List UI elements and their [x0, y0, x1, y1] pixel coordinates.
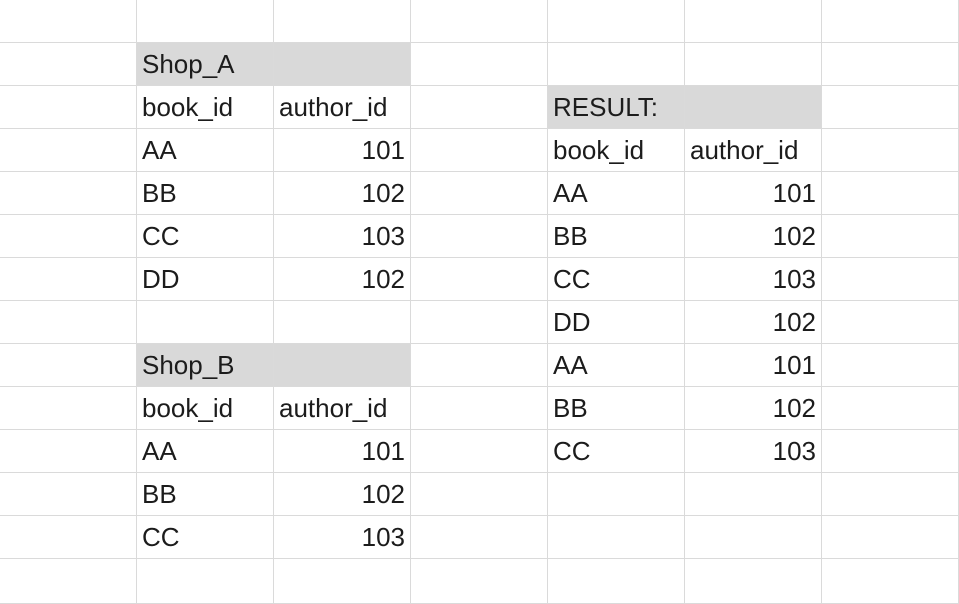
empty-cell[interactable]	[411, 86, 548, 129]
shop-a-book-id-cell[interactable]: BB	[137, 172, 274, 215]
empty-cell[interactable]	[548, 43, 685, 86]
empty-cell[interactable]	[411, 301, 548, 344]
empty-cell[interactable]	[822, 215, 959, 258]
shop-b-book-id-cell[interactable]: AA	[137, 430, 274, 473]
result-book-id-cell[interactable]: AA	[548, 344, 685, 387]
shop-b-column-header-author-id[interactable]: author_id	[274, 387, 411, 430]
empty-cell[interactable]	[0, 43, 137, 86]
empty-cell[interactable]	[411, 129, 548, 172]
result-column-header-author-id[interactable]: author_id	[685, 129, 822, 172]
empty-cell[interactable]	[411, 430, 548, 473]
result-book-id-cell[interactable]: BB	[548, 387, 685, 430]
shop-b-author-id-cell[interactable]: 103	[274, 516, 411, 559]
empty-cell[interactable]	[274, 559, 411, 604]
result-author-id-cell[interactable]: 101	[685, 344, 822, 387]
empty-cell[interactable]	[411, 559, 548, 604]
empty-cell[interactable]	[0, 516, 137, 559]
empty-cell[interactable]	[137, 301, 274, 344]
result-book-id-cell[interactable]: BB	[548, 215, 685, 258]
shop-b-title-fill-cell[interactable]	[274, 344, 411, 387]
empty-cell[interactable]	[0, 258, 137, 301]
shop-a-book-id-cell[interactable]: DD	[137, 258, 274, 301]
empty-cell[interactable]	[685, 559, 822, 604]
empty-cell[interactable]	[822, 172, 959, 215]
empty-cell[interactable]	[0, 301, 137, 344]
empty-cell[interactable]	[0, 215, 137, 258]
result-title-fill-cell[interactable]	[685, 86, 822, 129]
empty-cell[interactable]	[685, 473, 822, 516]
empty-cell[interactable]	[548, 559, 685, 604]
empty-cell[interactable]	[0, 387, 137, 430]
empty-cell[interactable]	[548, 473, 685, 516]
empty-cell[interactable]	[411, 258, 548, 301]
empty-cell[interactable]	[0, 473, 137, 516]
result-title-cell[interactable]: RESULT:	[548, 86, 685, 129]
empty-cell[interactable]	[411, 172, 548, 215]
result-book-id-cell[interactable]: CC	[548, 430, 685, 473]
shop-a-book-id-cell[interactable]: AA	[137, 129, 274, 172]
empty-cell[interactable]	[0, 172, 137, 215]
shop-b-book-id-cell[interactable]: CC	[137, 516, 274, 559]
empty-cell[interactable]	[822, 0, 959, 43]
empty-cell[interactable]	[685, 0, 822, 43]
empty-cell[interactable]	[0, 559, 137, 604]
shop-b-title-cell[interactable]: Shop_B	[137, 344, 274, 387]
empty-cell[interactable]	[411, 473, 548, 516]
shop-a-title-fill-cell[interactable]	[274, 43, 411, 86]
empty-cell[interactable]	[822, 344, 959, 387]
empty-cell[interactable]	[548, 0, 685, 43]
empty-cell[interactable]	[0, 344, 137, 387]
shop-a-author-id-cell[interactable]: 102	[274, 172, 411, 215]
shop-a-author-id-cell[interactable]: 103	[274, 215, 411, 258]
empty-cell[interactable]	[822, 129, 959, 172]
empty-cell[interactable]	[411, 516, 548, 559]
empty-cell[interactable]	[822, 559, 959, 604]
empty-cell[interactable]	[822, 258, 959, 301]
empty-cell[interactable]	[137, 559, 274, 604]
empty-cell[interactable]	[411, 0, 548, 43]
result-book-id-cell[interactable]: DD	[548, 301, 685, 344]
shop-b-author-id-cell[interactable]: 101	[274, 430, 411, 473]
shop-a-title-cell[interactable]: Shop_A	[137, 43, 274, 86]
empty-cell[interactable]	[274, 301, 411, 344]
empty-cell[interactable]	[548, 516, 685, 559]
empty-cell[interactable]	[685, 516, 822, 559]
shop-b-author-id-cell[interactable]: 102	[274, 473, 411, 516]
empty-cell[interactable]	[411, 387, 548, 430]
shop-a-author-id-cell[interactable]: 102	[274, 258, 411, 301]
empty-cell[interactable]	[411, 215, 548, 258]
shop-a-column-header-author-id[interactable]: author_id	[274, 86, 411, 129]
empty-cell[interactable]	[822, 301, 959, 344]
empty-cell[interactable]	[411, 43, 548, 86]
empty-cell[interactable]	[0, 430, 137, 473]
shop-a-author-id-cell[interactable]: 101	[274, 129, 411, 172]
empty-cell[interactable]	[0, 86, 137, 129]
result-author-id-cell[interactable]: 103	[685, 430, 822, 473]
empty-cell[interactable]	[822, 43, 959, 86]
empty-cell[interactable]	[0, 0, 137, 43]
result-author-id-cell[interactable]: 102	[685, 387, 822, 430]
empty-cell[interactable]	[822, 516, 959, 559]
result-book-id-cell[interactable]: AA	[548, 172, 685, 215]
empty-cell[interactable]	[685, 43, 822, 86]
result-column-header-book-id[interactable]: book_id	[548, 129, 685, 172]
empty-cell[interactable]	[822, 430, 959, 473]
result-author-id-cell[interactable]: 103	[685, 258, 822, 301]
empty-cell[interactable]	[411, 344, 548, 387]
shop-a-column-header-book-id[interactable]: book_id	[137, 86, 274, 129]
shop-b-book-id-cell[interactable]: BB	[137, 473, 274, 516]
empty-cell[interactable]	[274, 0, 411, 43]
empty-cell[interactable]	[822, 473, 959, 516]
result-author-id-cell[interactable]: 102	[685, 301, 822, 344]
result-book-id-cell[interactable]: CC	[548, 258, 685, 301]
shop-a-book-id-cell[interactable]: CC	[137, 215, 274, 258]
result-author-id-cell[interactable]: 102	[685, 215, 822, 258]
empty-cell[interactable]	[137, 0, 274, 43]
result-author-id-cell[interactable]: 101	[685, 172, 822, 215]
empty-cell[interactable]	[0, 129, 137, 172]
shop-b-column-header-book-id[interactable]: book_id	[137, 387, 274, 430]
empty-cell[interactable]	[822, 387, 959, 430]
empty-cell[interactable]	[822, 86, 959, 129]
